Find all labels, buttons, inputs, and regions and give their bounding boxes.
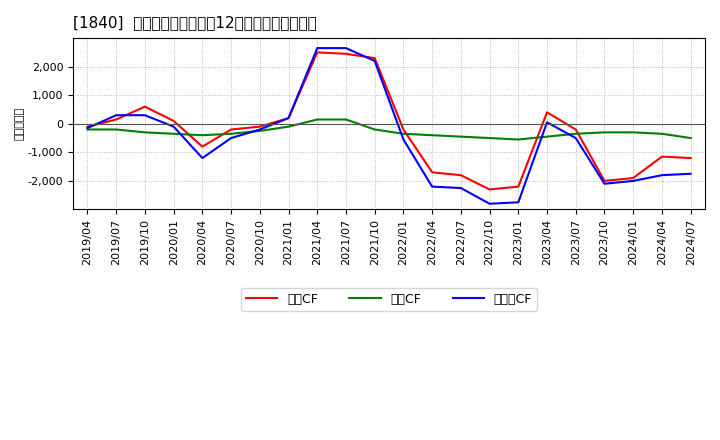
投賄CF	[514, 137, 523, 142]
フリーCF	[657, 172, 666, 178]
フリーCF	[428, 184, 436, 189]
営業CF	[456, 172, 465, 178]
投賄CF	[428, 132, 436, 138]
営業CF	[600, 178, 609, 183]
投賄CF	[284, 124, 293, 129]
投賄CF	[198, 132, 207, 138]
フリーCF	[370, 59, 379, 64]
投賄CF	[112, 127, 120, 132]
投賄CF	[572, 131, 580, 136]
フリーCF	[629, 178, 637, 183]
Line: フリーCF: フリーCF	[88, 48, 690, 204]
営業CF	[514, 184, 523, 189]
投賄CF	[256, 128, 264, 134]
フリーCF	[485, 201, 494, 206]
営業CF	[657, 154, 666, 159]
フリーCF	[313, 45, 322, 51]
フリーCF	[140, 113, 149, 118]
フリーCF	[600, 181, 609, 187]
投賄CF	[629, 130, 637, 135]
営業CF	[169, 118, 178, 124]
Line: 営業CF: 営業CF	[88, 52, 690, 190]
投賄CF	[657, 131, 666, 136]
投賄CF	[399, 131, 408, 136]
フリーCF	[169, 124, 178, 129]
フリーCF	[686, 171, 695, 176]
フリーCF	[543, 120, 552, 125]
Y-axis label: （百万円）: （百万円）	[15, 107, 25, 140]
営業CF	[370, 55, 379, 61]
投賄CF	[543, 134, 552, 139]
営業CF	[84, 124, 92, 129]
投賄CF	[370, 127, 379, 132]
営業CF	[428, 170, 436, 175]
Legend: 営業CF, 投賄CF, フリーCF: 営業CF, 投賄CF, フリーCF	[241, 288, 537, 311]
営業CF	[227, 127, 235, 132]
投賄CF	[169, 131, 178, 136]
フリーCF	[342, 45, 351, 51]
投賄CF	[140, 130, 149, 135]
営業CF	[686, 155, 695, 161]
営業CF	[342, 51, 351, 56]
フリーCF	[256, 127, 264, 132]
フリーCF	[572, 136, 580, 141]
営業CF	[485, 187, 494, 192]
フリーCF	[227, 136, 235, 141]
フリーCF	[198, 155, 207, 161]
投賄CF	[84, 127, 92, 132]
フリーCF	[456, 185, 465, 191]
投賄CF	[686, 136, 695, 141]
フリーCF	[84, 125, 92, 131]
投賄CF	[227, 131, 235, 136]
フリーCF	[112, 113, 120, 118]
投賄CF	[456, 134, 465, 139]
営業CF	[629, 176, 637, 181]
営業CF	[313, 50, 322, 55]
Text: [1840]  キャッシュフローの12か月移動合計の推移: [1840] キャッシュフローの12か月移動合計の推移	[73, 15, 317, 30]
営業CF	[140, 104, 149, 109]
フリーCF	[399, 137, 408, 142]
Line: 投賄CF: 投賄CF	[88, 120, 690, 139]
営業CF	[399, 127, 408, 132]
営業CF	[256, 124, 264, 129]
営業CF	[572, 127, 580, 132]
投賄CF	[600, 130, 609, 135]
投賄CF	[313, 117, 322, 122]
投賄CF	[342, 117, 351, 122]
フリーCF	[514, 200, 523, 205]
営業CF	[284, 115, 293, 121]
フリーCF	[284, 115, 293, 121]
投賄CF	[485, 136, 494, 141]
営業CF	[112, 117, 120, 122]
営業CF	[198, 144, 207, 149]
営業CF	[543, 110, 552, 115]
